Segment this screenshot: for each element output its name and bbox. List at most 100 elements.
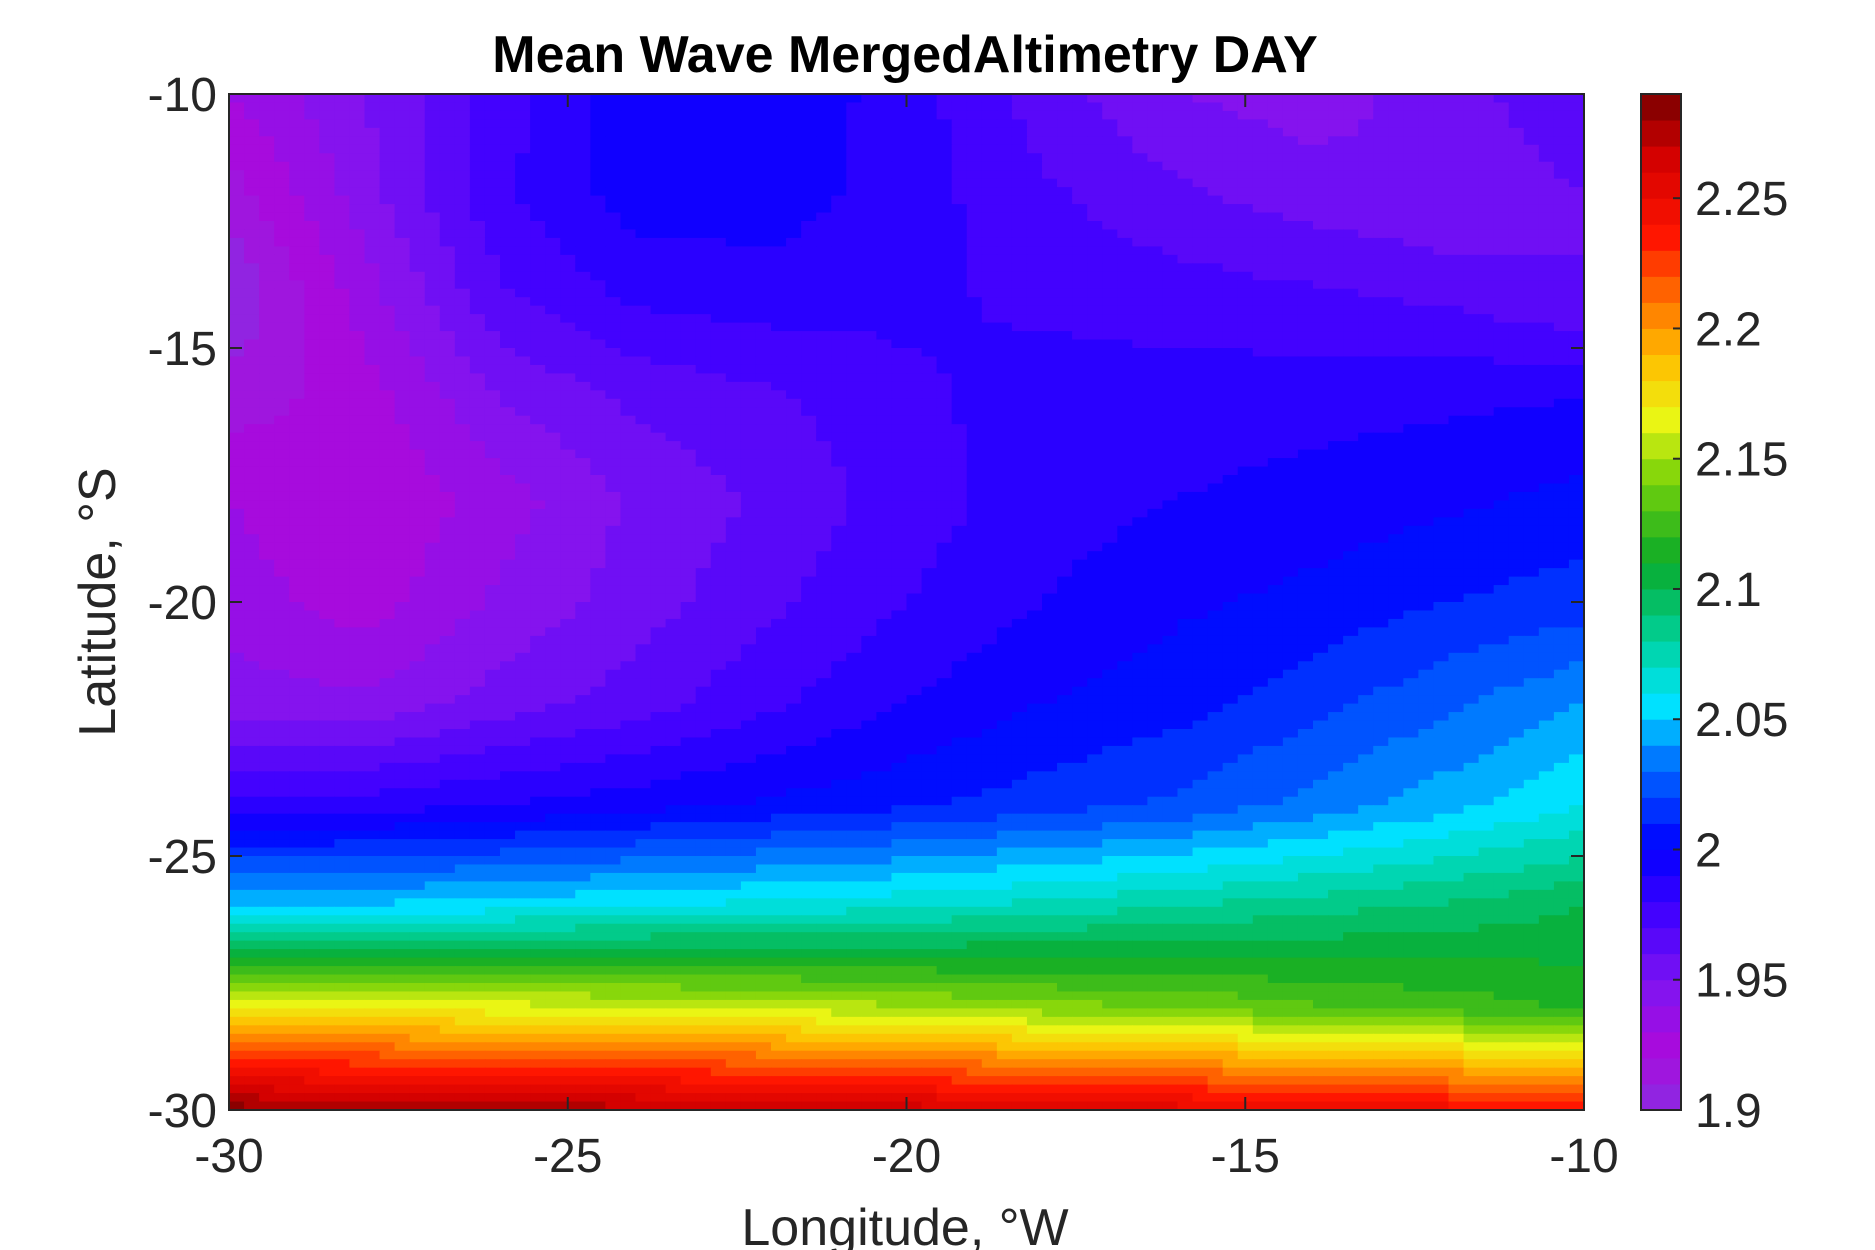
contour-cell <box>831 398 847 408</box>
contour-cell <box>379 458 396 468</box>
contour-cell <box>1343 322 1359 332</box>
contour-cell <box>274 110 290 120</box>
contour-cell <box>831 187 847 197</box>
contour-cell <box>755 271 772 281</box>
contour-cell <box>409 339 426 349</box>
contour-cell <box>1433 110 1450 120</box>
contour-cell <box>349 322 366 332</box>
contour-cell <box>1568 500 1585 510</box>
contour-cell <box>1388 212 1404 222</box>
contour-cell <box>1463 221 1480 231</box>
contour-cell <box>1463 542 1480 552</box>
contour-cell <box>1102 212 1118 222</box>
contour-cell <box>861 432 877 442</box>
contour-cell <box>364 475 381 485</box>
contour-cell <box>680 271 697 281</box>
contour-cell <box>454 263 471 273</box>
contour-cell <box>755 534 772 544</box>
contour-cell <box>831 458 847 468</box>
contour-cell <box>560 204 576 214</box>
contour-cell <box>951 525 968 535</box>
contour-cell <box>379 170 396 180</box>
contour-cell <box>1162 525 1179 535</box>
contour-cell <box>424 415 441 425</box>
contour-cell <box>936 280 953 290</box>
contour-cell <box>1523 288 1540 298</box>
contour-cell <box>650 305 667 315</box>
contour-cell <box>1433 178 1450 188</box>
contour-cell <box>1011 170 1028 180</box>
contour-cell <box>996 339 1013 349</box>
contour-cell <box>906 348 923 358</box>
contour-cell <box>1297 551 1314 561</box>
contour-cell <box>515 212 531 222</box>
contour-cell <box>1162 415 1179 425</box>
contour-cell <box>274 407 290 417</box>
contour-cell <box>515 424 531 434</box>
contour-cell <box>981 161 998 171</box>
contour-cell <box>394 237 411 247</box>
contour-cell <box>710 263 727 273</box>
contour-cell <box>695 271 712 281</box>
contour-cell <box>1463 441 1480 451</box>
contour-cell <box>1388 458 1404 468</box>
contour-cell <box>951 356 968 366</box>
contour-cell <box>1523 271 1540 281</box>
contour-cell <box>771 373 787 383</box>
contour-cell <box>725 237 742 247</box>
contour-cell <box>1373 195 1389 205</box>
contour-cell <box>1388 466 1404 476</box>
contour-cell <box>1117 432 1133 442</box>
contour-cell <box>846 153 862 163</box>
contour-cell <box>1102 458 1118 468</box>
contour-cell <box>1433 348 1450 358</box>
contour-cell <box>801 466 817 476</box>
contour-cell <box>981 458 998 468</box>
contour-cell <box>816 161 832 171</box>
contour-cell <box>575 178 591 188</box>
contour-cell <box>786 356 802 366</box>
contour-cell <box>921 356 938 366</box>
contour-cell <box>801 415 817 425</box>
contour-cell <box>469 390 486 400</box>
contour-cell <box>740 119 757 129</box>
contour-cell <box>560 254 576 264</box>
contour-cell <box>289 500 305 510</box>
contour-cell <box>304 204 320 214</box>
contour-cell <box>921 212 938 222</box>
contour-cell <box>1463 170 1480 180</box>
contour-cell <box>1553 229 1570 239</box>
contour-cell <box>484 102 501 112</box>
contour-cell <box>244 229 260 239</box>
contour-cell <box>921 271 938 281</box>
contour-cell <box>545 551 561 561</box>
contour-cell <box>575 339 591 349</box>
contour-cell <box>379 110 396 120</box>
contour-cell <box>1132 221 1148 231</box>
contour-cell <box>530 297 546 307</box>
contour-cell <box>545 280 561 290</box>
contour-cell <box>1117 271 1133 281</box>
contour-cell <box>424 178 441 188</box>
contour-cell <box>1026 237 1043 247</box>
contour-cell <box>334 508 351 518</box>
contour-cell <box>530 534 546 544</box>
contour-cell <box>439 102 456 112</box>
contour-cell <box>906 542 923 552</box>
contour-cell <box>560 458 576 468</box>
contour-cell <box>545 161 561 171</box>
contour-cell <box>1297 204 1314 214</box>
contour-cell <box>876 221 893 231</box>
contour-cell <box>1418 195 1435 205</box>
contour-cell <box>786 314 802 324</box>
contour-cell <box>1373 364 1389 374</box>
contour-cell <box>665 534 682 544</box>
contour-cell <box>1147 136 1164 146</box>
contour-cell <box>695 491 712 501</box>
contour-cell <box>1297 212 1314 222</box>
contour-cell <box>786 432 802 442</box>
contour-cell <box>1523 339 1540 349</box>
contour-cell <box>1042 508 1058 518</box>
contour-cell <box>1011 229 1028 239</box>
contour-cell <box>289 178 305 188</box>
